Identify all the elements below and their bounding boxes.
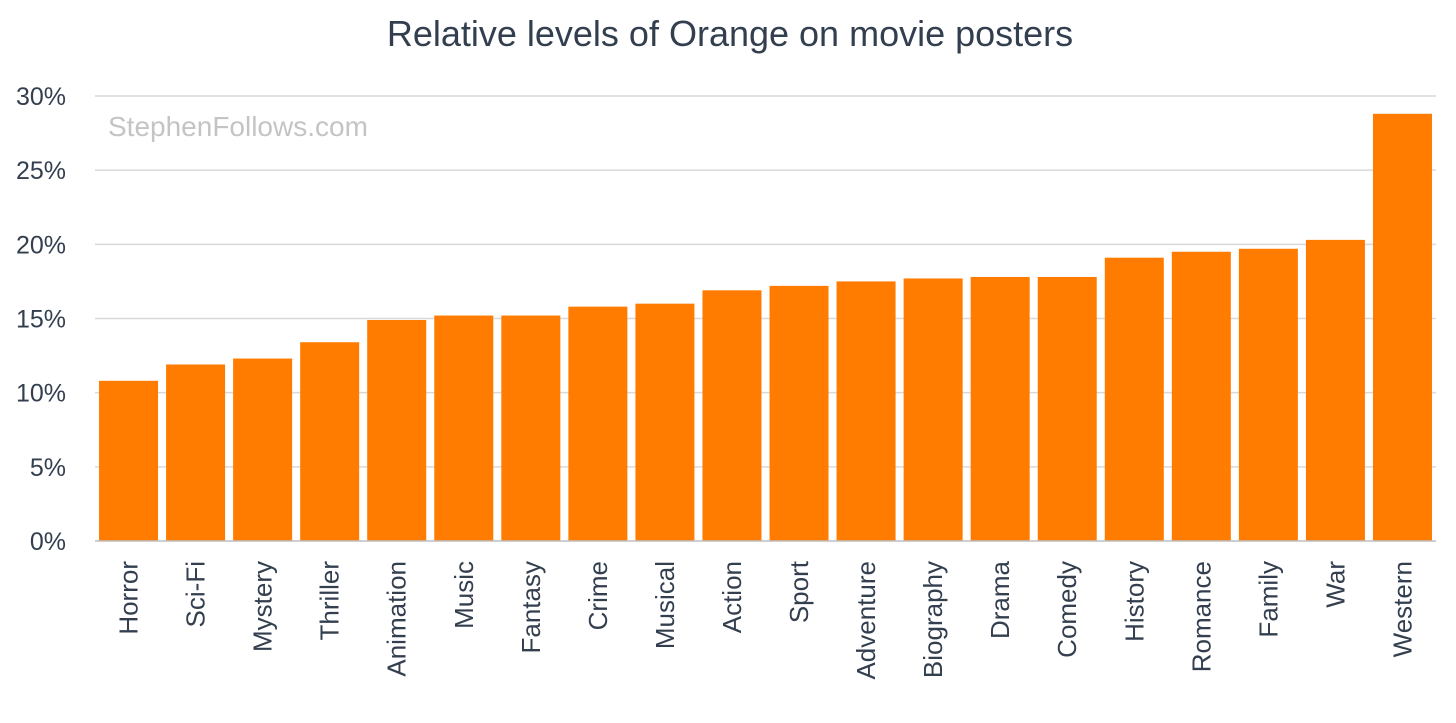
- bar-music: [434, 315, 494, 541]
- x-category-label: Horror: [114, 561, 144, 635]
- x-category-label: Music: [449, 561, 479, 629]
- watermark: StephenFollows.com: [108, 111, 368, 142]
- x-category-label: Animation: [382, 561, 412, 677]
- y-tick-label: 10%: [16, 380, 66, 408]
- y-tick-label: 20%: [16, 231, 66, 259]
- bars: [99, 113, 1432, 542]
- x-category-label: War: [1320, 561, 1350, 608]
- x-category-label: Romance: [1186, 561, 1216, 672]
- bar-romance: [1171, 251, 1231, 541]
- bar-animation: [367, 319, 427, 541]
- x-category-label: Western: [1387, 561, 1417, 657]
- y-tick-label: 0%: [30, 528, 66, 556]
- gridlines: [95, 95, 1436, 468]
- x-category-label: Family: [1253, 561, 1283, 638]
- bar-comedy: [1037, 276, 1097, 541]
- x-category-label: Comedy: [1052, 561, 1082, 658]
- x-category-label: Musical: [650, 561, 680, 649]
- x-category-label: Thriller: [315, 561, 345, 641]
- y-tick-label: 5%: [30, 454, 66, 482]
- bar-sci-fi: [166, 364, 226, 541]
- bar-musical: [635, 303, 695, 541]
- bar-sport: [769, 285, 829, 541]
- bar-action: [702, 290, 762, 541]
- y-axis-ticks: 0% 5% 10% 15% 20% 25% 30%: [16, 83, 66, 556]
- x-category-label: Action: [717, 561, 747, 633]
- bar-thriller: [300, 342, 360, 541]
- x-category-label: Mystery: [248, 561, 278, 652]
- x-category-label: History: [1119, 561, 1149, 642]
- bar-war: [1305, 239, 1365, 541]
- bar-biography: [903, 278, 963, 541]
- bar-mystery: [233, 358, 293, 541]
- bar-adventure: [836, 281, 896, 541]
- bar-fantasy: [501, 315, 561, 541]
- x-category-label: Sport: [784, 560, 814, 623]
- x-category-label: Adventure: [851, 561, 881, 680]
- chart-title: Relative levels of Orange on movie poste…: [387, 13, 1073, 54]
- x-axis-labels: Horror Sci-Fi Mystery Thriller Animation Musi…: [114, 560, 1418, 679]
- y-tick-label: 15%: [16, 306, 66, 334]
- bar-history: [1104, 257, 1164, 541]
- bar-horror: [99, 380, 159, 541]
- bar-family: [1238, 248, 1298, 542]
- x-category-label: Sci-Fi: [181, 561, 211, 627]
- x-category-label: Drama: [985, 560, 1015, 639]
- y-tick-label: 30%: [16, 83, 66, 111]
- x-category-label: Biography: [918, 561, 948, 678]
- x-category-label: Fantasy: [516, 561, 546, 654]
- bar-drama: [970, 276, 1030, 541]
- x-category-label: Crime: [583, 561, 613, 630]
- bar-crime: [568, 306, 628, 541]
- y-tick-label: 25%: [16, 157, 66, 185]
- bar-western: [1372, 113, 1432, 542]
